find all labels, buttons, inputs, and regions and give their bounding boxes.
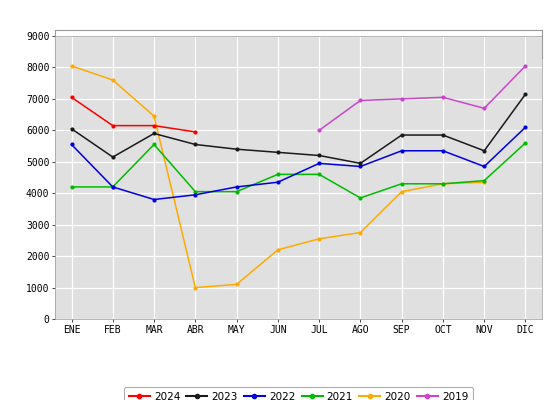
Text: http://www.foro-ciudad.com: http://www.foro-ciudad.com	[377, 40, 540, 50]
Text: 2019 - 2024: 2019 - 2024	[57, 40, 126, 50]
Legend: 2024, 2023, 2022, 2021, 2020, 2019: 2024, 2023, 2022, 2021, 2020, 2019	[124, 387, 474, 400]
Text: Evolucion Nº Turistas Nacionales en el municipio de Paracuellos de Jarama: Evolucion Nº Turistas Nacionales en el m…	[41, 8, 509, 22]
